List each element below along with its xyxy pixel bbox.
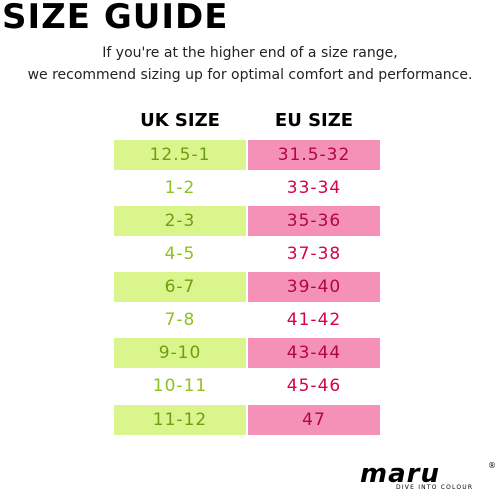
uk-size-cell: 1-2 — [164, 178, 196, 198]
uk-size-cell: 7-8 — [164, 310, 196, 330]
uk-size-cell: 12.5-1 — [114, 140, 246, 170]
uk-size-cell: 9-10 — [114, 338, 246, 368]
maru-logo: maru ® DIVE INTO COLOUR — [360, 459, 498, 494]
subtitle: If you're at the higher end of a size ra… — [0, 42, 500, 86]
size-row: 4-5 37-38 — [114, 239, 380, 269]
uk-size-cell: 4-5 — [164, 244, 196, 264]
eu-size-header: EU SIZE — [274, 110, 354, 131]
uk-size-cell: 6-7 — [114, 272, 246, 302]
subtitle-line-2: we recommend sizing up for optimal comfo… — [27, 67, 473, 83]
logo-wordmark: maru — [360, 459, 440, 489]
uk-size-cell: 11-12 — [114, 405, 246, 435]
size-row: 7-8 41-42 — [114, 305, 380, 335]
eu-size-cell: 41-42 — [286, 310, 342, 330]
uk-size-header: UK SIZE — [140, 110, 220, 131]
eu-size-cell: 35-36 — [248, 206, 380, 236]
eu-size-cell: 47 — [248, 405, 380, 435]
size-row: 12.5-1 31.5-32 — [114, 140, 380, 170]
uk-size-cell: 10-11 — [152, 376, 208, 396]
eu-size-cell: 37-38 — [286, 244, 342, 264]
eu-size-cell: 33-34 — [286, 178, 342, 198]
uk-size-cell: 2-3 — [114, 206, 246, 236]
eu-size-cell: 31.5-32 — [248, 140, 380, 170]
size-row: 6-7 39-40 — [114, 272, 380, 302]
logo-tagline: DIVE INTO COLOUR — [396, 484, 474, 491]
registered-mark: ® — [488, 461, 496, 470]
size-row: 1-2 33-34 — [114, 173, 380, 203]
size-row: 10-11 45-46 — [114, 371, 380, 401]
size-row: 2-3 35-36 — [114, 206, 380, 236]
eu-size-cell: 45-46 — [286, 376, 342, 396]
page-title: SIZE GUIDE — [2, 0, 229, 37]
eu-size-cell: 43-44 — [248, 338, 380, 368]
subtitle-line-1: If you're at the higher end of a size ra… — [102, 45, 398, 61]
size-row: 9-10 43-44 — [114, 338, 380, 368]
size-row: 11-12 47 — [114, 405, 380, 435]
eu-size-cell: 39-40 — [248, 272, 380, 302]
